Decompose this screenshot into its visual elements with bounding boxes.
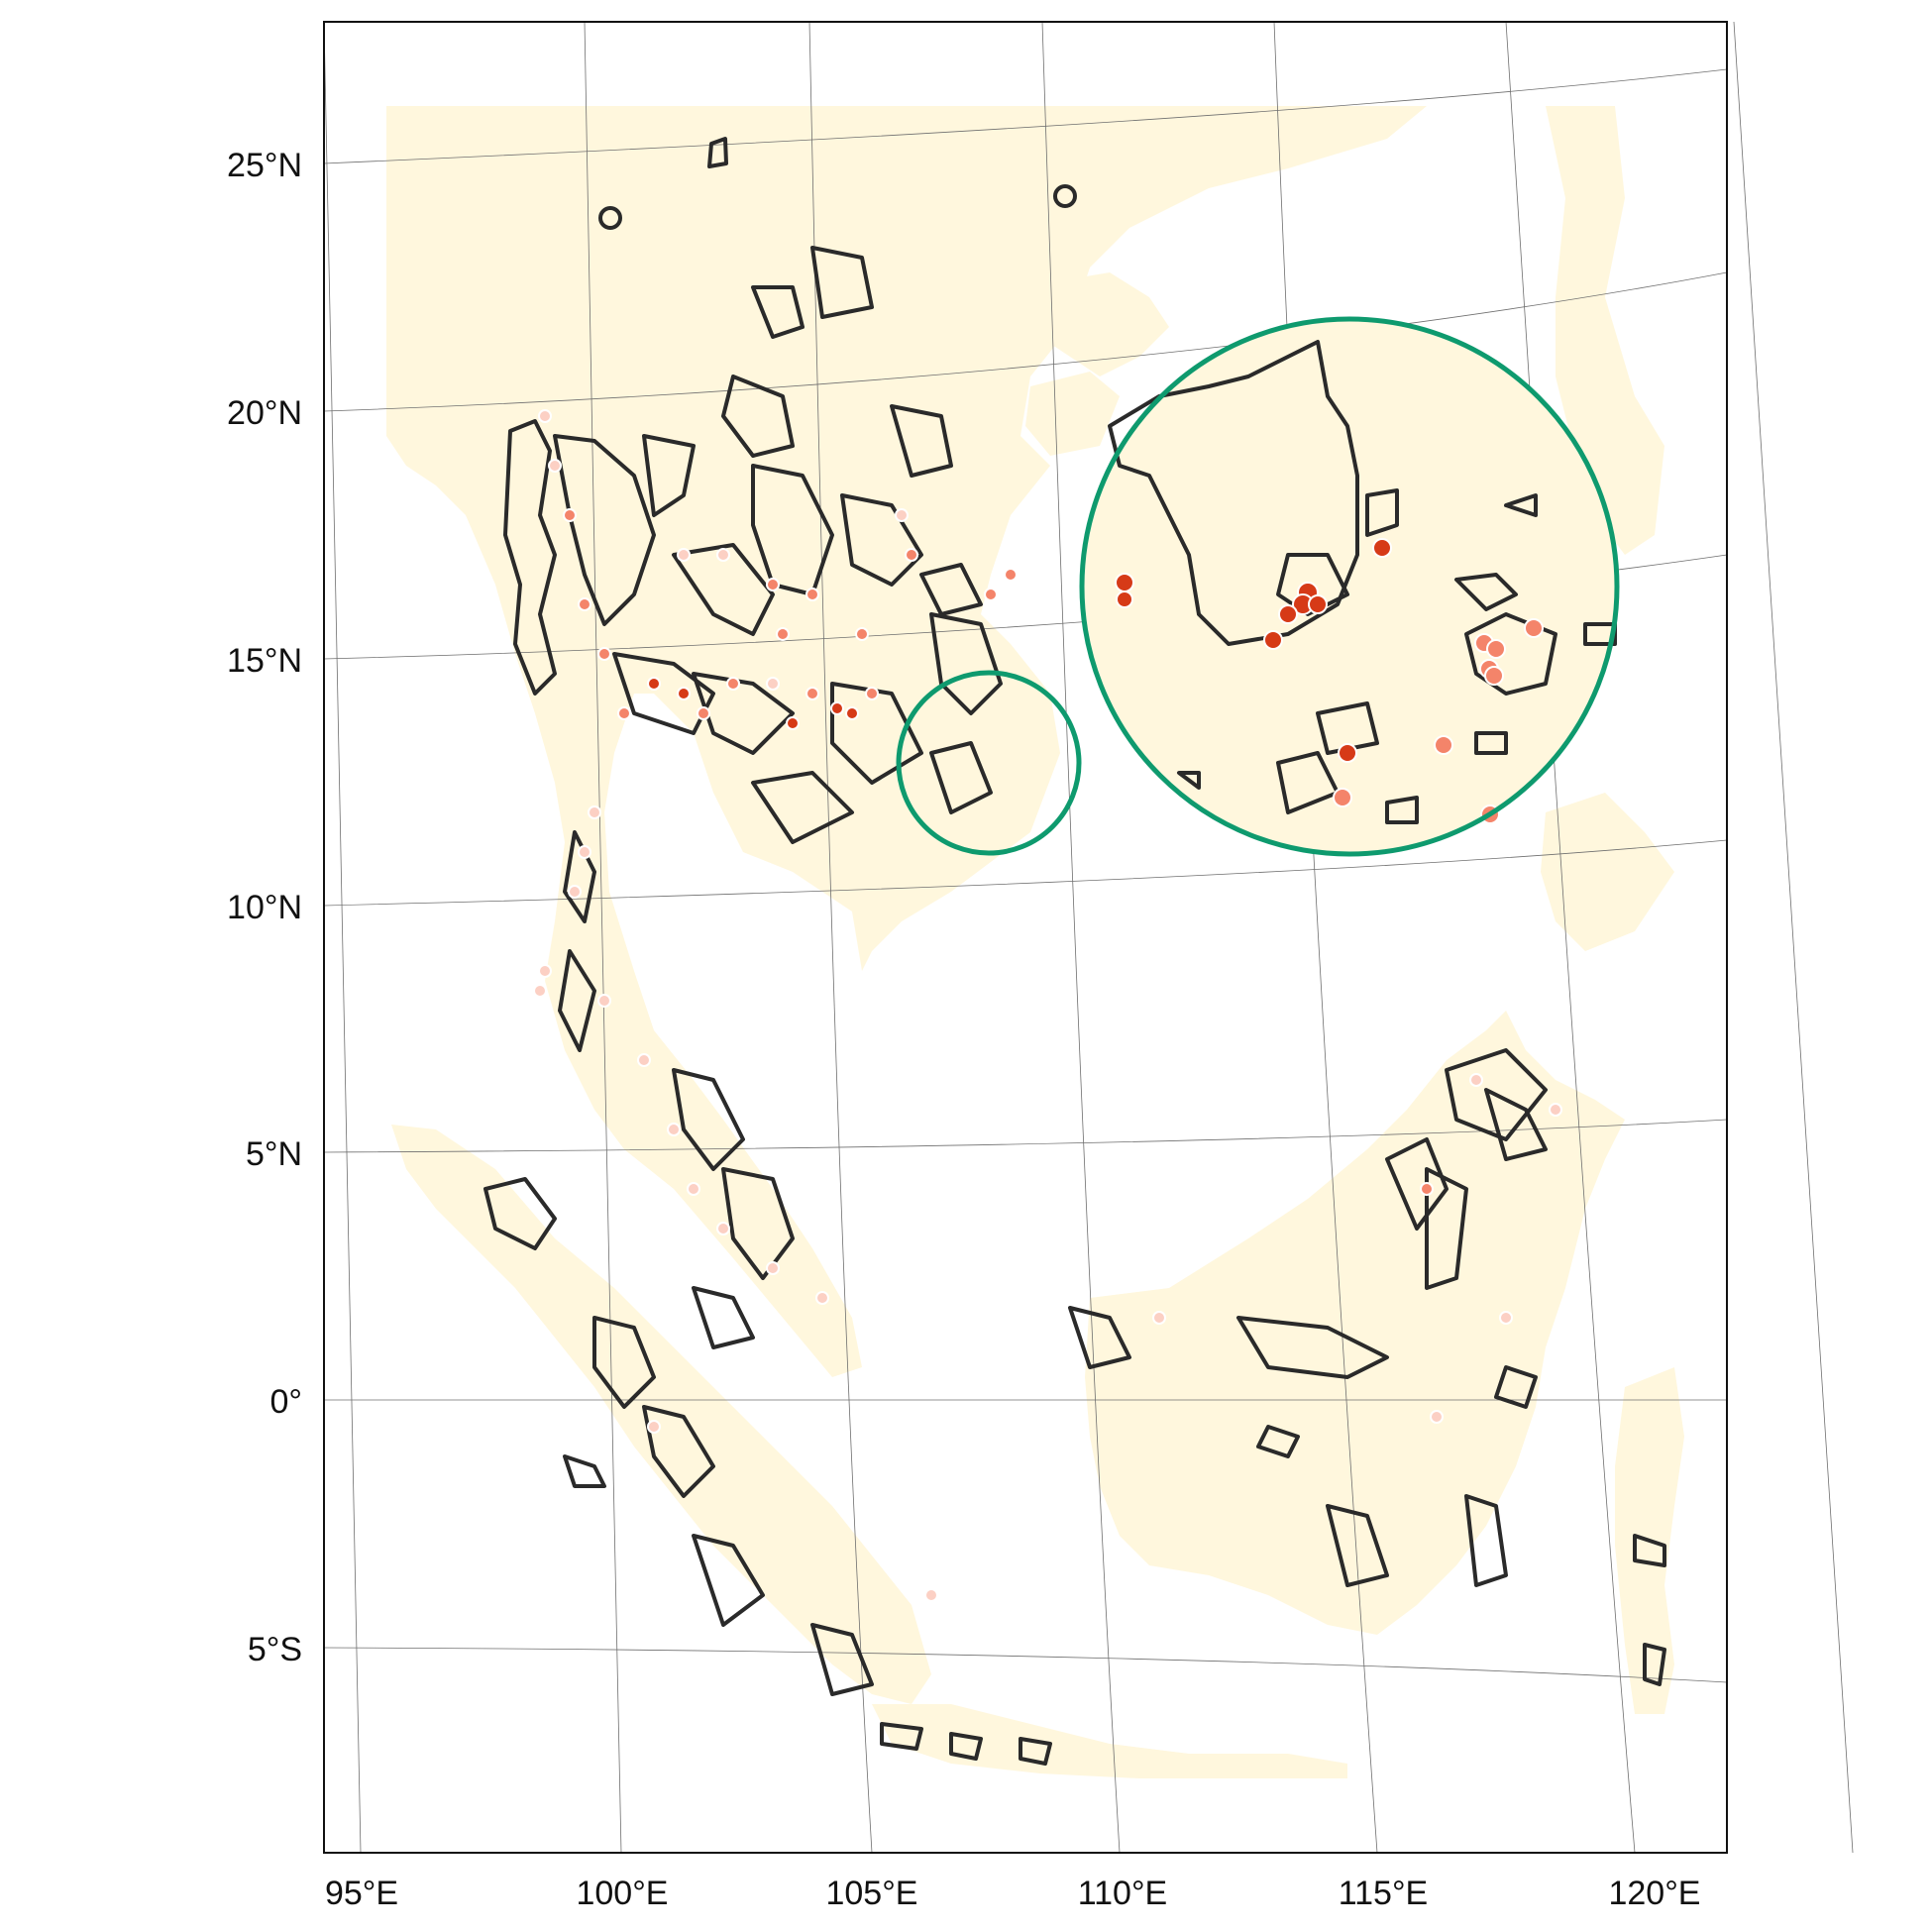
land-south-china (1020, 272, 1169, 376)
zoom-inset (1079, 316, 1620, 857)
land-hainan (1025, 372, 1120, 456)
lat-label: 5°S (248, 1631, 302, 1668)
lat-label: 25°N (227, 147, 302, 184)
lat-label: 15°N (227, 642, 302, 680)
lon-label: 120°E (1608, 1875, 1700, 1912)
highlight-ring-small (896, 670, 1082, 856)
lon-label: 110°E (1078, 1875, 1167, 1912)
lon-label: 115°E (1339, 1875, 1428, 1912)
land-borneo (1085, 1011, 1625, 1635)
longitude-labels: 95°E 100°E 105°E 110°E 115°E 120°E (325, 1875, 1701, 1912)
lon-label: 95°E (325, 1875, 398, 1912)
lat-label: 10°N (227, 889, 302, 926)
lon-label: 105°E (825, 1875, 917, 1912)
land-sumatra (391, 1125, 931, 1704)
latitude-labels: 25°N 20°N 15°N 10°N 5°N 0° 5°S (227, 147, 302, 1668)
land-java (872, 1704, 1347, 1778)
lon-label: 100°E (576, 1875, 668, 1912)
lat-label: 20°N (227, 394, 302, 432)
land-visayas (1541, 793, 1674, 951)
lat-label: 5°N (246, 1135, 302, 1173)
occurrence-points (533, 409, 1562, 1602)
lat-label: 0° (269, 1383, 302, 1421)
map-frame (323, 21, 1728, 1854)
protected-areas (483, 137, 1666, 1766)
